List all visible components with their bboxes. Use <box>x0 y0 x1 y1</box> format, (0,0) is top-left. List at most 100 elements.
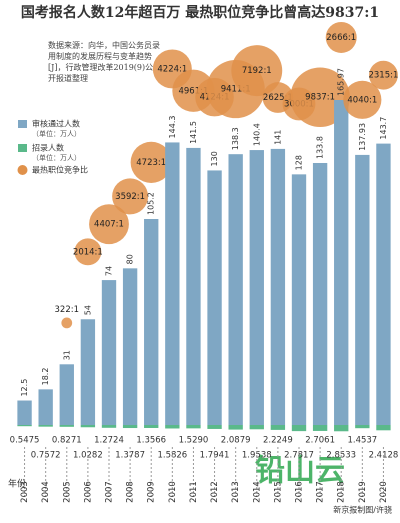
bar-hired <box>291 425 307 432</box>
x-axis-label: 年份 <box>8 478 26 490</box>
x-tick-label: 2003 <box>20 481 30 503</box>
ratio-label: 4407:1 <box>94 220 124 230</box>
legend: 审核通过人数（单位：万人）招录人数（单位：万人）最热职位竞争比 <box>14 118 110 186</box>
x-tick-label: 2011 <box>189 481 199 503</box>
bar-value-label: 105.2 <box>147 192 156 215</box>
bar <box>249 150 264 425</box>
hired-label: 1.3566 <box>136 436 166 446</box>
bar <box>144 218 159 425</box>
legend-label: 招录人数 <box>32 143 64 153</box>
hired-label: 2.0879 <box>221 436 251 446</box>
bar <box>59 364 74 425</box>
bar-hired <box>249 425 264 430</box>
legend-swatch <box>17 165 28 175</box>
note-wrap: 数据来源：向华，中国公务员录用制度的发展历程与变革趋势[J]，行政管理改革201… <box>48 41 160 83</box>
bar-hired <box>186 425 201 429</box>
note-box <box>44 36 162 108</box>
x-tick-label: 2006 <box>83 481 93 503</box>
bar-value-label: 80 <box>126 254 135 264</box>
bar-value-label: 143.7 <box>379 117 388 140</box>
bar-hired <box>101 425 117 428</box>
bar-value-label: 138.3 <box>231 127 240 150</box>
chart-title: 国考报名人数12年超百万 最热职位竞争比曾高达9837:1 <box>21 4 379 21</box>
bar-hired <box>376 425 391 431</box>
ratio-bubble <box>130 141 172 183</box>
x-tick-label: 2012 <box>210 481 220 503</box>
bar <box>355 154 370 425</box>
ratio-label: 2625:1 <box>263 93 293 103</box>
bar <box>207 170 222 425</box>
bar <box>334 100 349 425</box>
bar-value-label: 141.5 <box>189 121 198 144</box>
x-tick-label: 2004 <box>41 481 51 503</box>
ratio-bubble <box>231 45 283 97</box>
ratio-bubble <box>112 178 149 215</box>
bar-value-label: 128 <box>295 155 304 170</box>
hired-label: 2.2249 <box>263 436 293 446</box>
ratio-label: 9837:1 <box>305 93 335 103</box>
source-note: 数据来源：向华，中国公务员录用制度的发展历程与变革趋势[J]，行政管理改革201… <box>48 41 160 83</box>
x-tick-label: 2018 <box>337 481 347 503</box>
bar-hired <box>228 425 243 430</box>
x-tick-label: 2005 <box>62 481 72 503</box>
bar-hired <box>334 425 349 432</box>
legend-unit: （单位：万人） <box>32 153 81 162</box>
ratio-bubble <box>89 204 129 245</box>
legend-unit: （单位：万人） <box>32 129 81 138</box>
bar-hired <box>165 425 180 429</box>
hired-label: 2.7061 <box>305 436 335 446</box>
hired-label: 1.5290 <box>179 436 209 446</box>
ratio-label: 9411:1 <box>221 85 251 95</box>
bar <box>165 142 180 425</box>
bar <box>101 280 117 425</box>
ratio-label: 2666:1 <box>326 33 356 43</box>
bar-hired <box>38 425 53 427</box>
bar <box>186 147 201 425</box>
legend-swatch <box>18 120 27 128</box>
x-tick-label: 2008 <box>126 481 136 503</box>
bar <box>291 174 307 425</box>
bar <box>270 148 286 426</box>
x-tick-label: 2015 <box>273 481 283 503</box>
bar-value-label: 133.8 <box>316 136 325 159</box>
bar <box>38 389 53 425</box>
bar-hired <box>144 425 159 428</box>
credit: 新京报制图/许骁 <box>333 505 392 515</box>
hired-label: 0.8271 <box>52 436 82 446</box>
ratio-bubble <box>61 317 73 329</box>
bar <box>17 400 32 425</box>
bar-value-label: 141 <box>273 130 282 145</box>
ratio-bubble <box>74 238 102 266</box>
ratio-label: 4723:1 <box>136 158 166 168</box>
bar <box>80 319 96 425</box>
ratio-label: 4224:1 <box>157 64 187 74</box>
legend-bg <box>14 118 110 186</box>
bar-hired <box>270 425 286 430</box>
bar <box>228 154 243 425</box>
bar-value-label: 54 <box>83 305 92 315</box>
ratio-label: 4961:1 <box>178 86 208 96</box>
ratio-label: 322:1 <box>55 305 80 315</box>
bar-value-label: 74 <box>105 266 114 276</box>
x-tick-label: 2009 <box>147 481 157 503</box>
bar-hired <box>80 425 96 428</box>
hired-label: 1.2724 <box>94 436 124 446</box>
bar-hired <box>207 425 222 429</box>
ratio-bubble <box>343 80 382 119</box>
bar-value-label: 31 <box>62 350 71 360</box>
legend-swatch <box>18 144 27 152</box>
bar <box>376 143 391 426</box>
ratio-bubble <box>325 22 357 53</box>
bar-value-label: 18.2 <box>41 368 50 386</box>
x-tick-label: 2010 <box>168 481 178 503</box>
hired-label: 0.5475 <box>10 436 40 446</box>
ratio-bubble <box>369 60 398 90</box>
ratio-label: 2014:1 <box>73 247 103 257</box>
bar-value-label: 144.3 <box>168 116 177 139</box>
bar-hired <box>59 425 74 427</box>
bar-hired <box>122 425 138 429</box>
ratio-label: 7192:1 <box>242 66 272 76</box>
legend-label: 审核通过人数 <box>32 119 80 129</box>
bar <box>122 268 138 425</box>
